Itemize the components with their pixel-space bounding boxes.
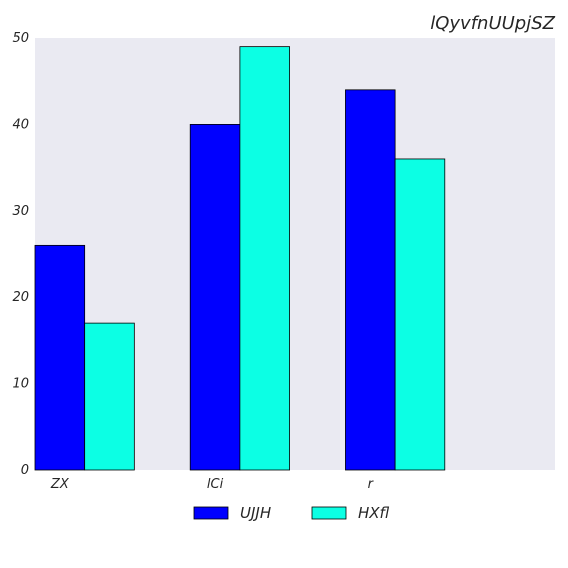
bar-HXfl-lCi (239, 46, 290, 471)
legend: UJJH HXfl (193, 504, 390, 522)
bar-UJJH-lCi (189, 124, 241, 471)
y-tick-label: 10 (12, 377, 29, 392)
y-tick-label: 50 (12, 31, 29, 46)
legend-label-UJJH: UJJH (240, 504, 271, 522)
y-tick-label: 40 (12, 117, 29, 132)
x-axis-ticks: ZX lCi r (50, 477, 375, 492)
bar-HXfl-ZX (84, 322, 135, 471)
y-tick-label: 0 (21, 463, 29, 478)
y-tick-label: 30 (12, 204, 29, 219)
x-tick-label: ZX (50, 477, 70, 492)
bar-HXfl-r (394, 158, 446, 471)
chart-title: lQyvfnUUpjSZ (430, 13, 555, 34)
x-tick-label: r (368, 477, 375, 492)
legend-swatch-UJJH (193, 506, 229, 520)
x-tick-label: lCi (207, 477, 224, 492)
y-tick-label: 20 (12, 290, 29, 305)
legend-swatch-HXfl (311, 506, 347, 520)
bar-UJJH-ZX (34, 244, 86, 471)
bar-UJJH-r (345, 89, 396, 471)
legend-label-HXfl: HXfl (358, 504, 390, 522)
bars-group (34, 46, 446, 471)
y-axis-ticks: 0 10 20 30 40 50 (12, 31, 29, 478)
